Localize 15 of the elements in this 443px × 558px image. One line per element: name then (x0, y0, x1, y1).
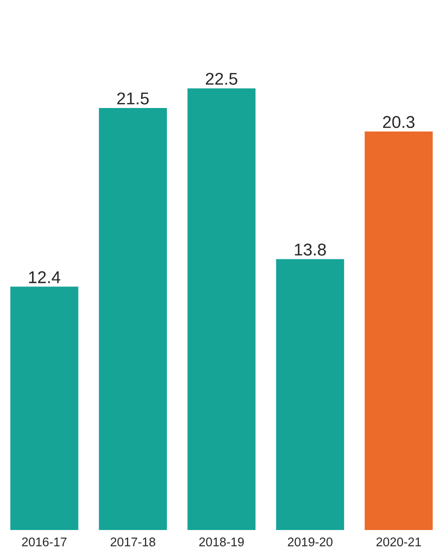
bar (98, 108, 167, 530)
bar (188, 88, 256, 530)
x-tick-label: 2020-21 (376, 538, 421, 546)
x-tick-label: 2018-19 (199, 538, 244, 546)
x-tick-label: 2016-17 (22, 538, 67, 546)
bar (364, 132, 433, 530)
x-tick-label: 2019-20 (288, 538, 332, 546)
data-label: 13.8 (294, 244, 326, 256)
data-label: 22.5 (206, 72, 238, 85)
bar (10, 286, 78, 530)
data-label: 12.4 (29, 271, 60, 284)
data-label: 21.5 (117, 92, 149, 104)
bar (276, 259, 344, 530)
x-tick-label: 2017-18 (110, 538, 156, 546)
data-label: 20.3 (383, 116, 414, 128)
